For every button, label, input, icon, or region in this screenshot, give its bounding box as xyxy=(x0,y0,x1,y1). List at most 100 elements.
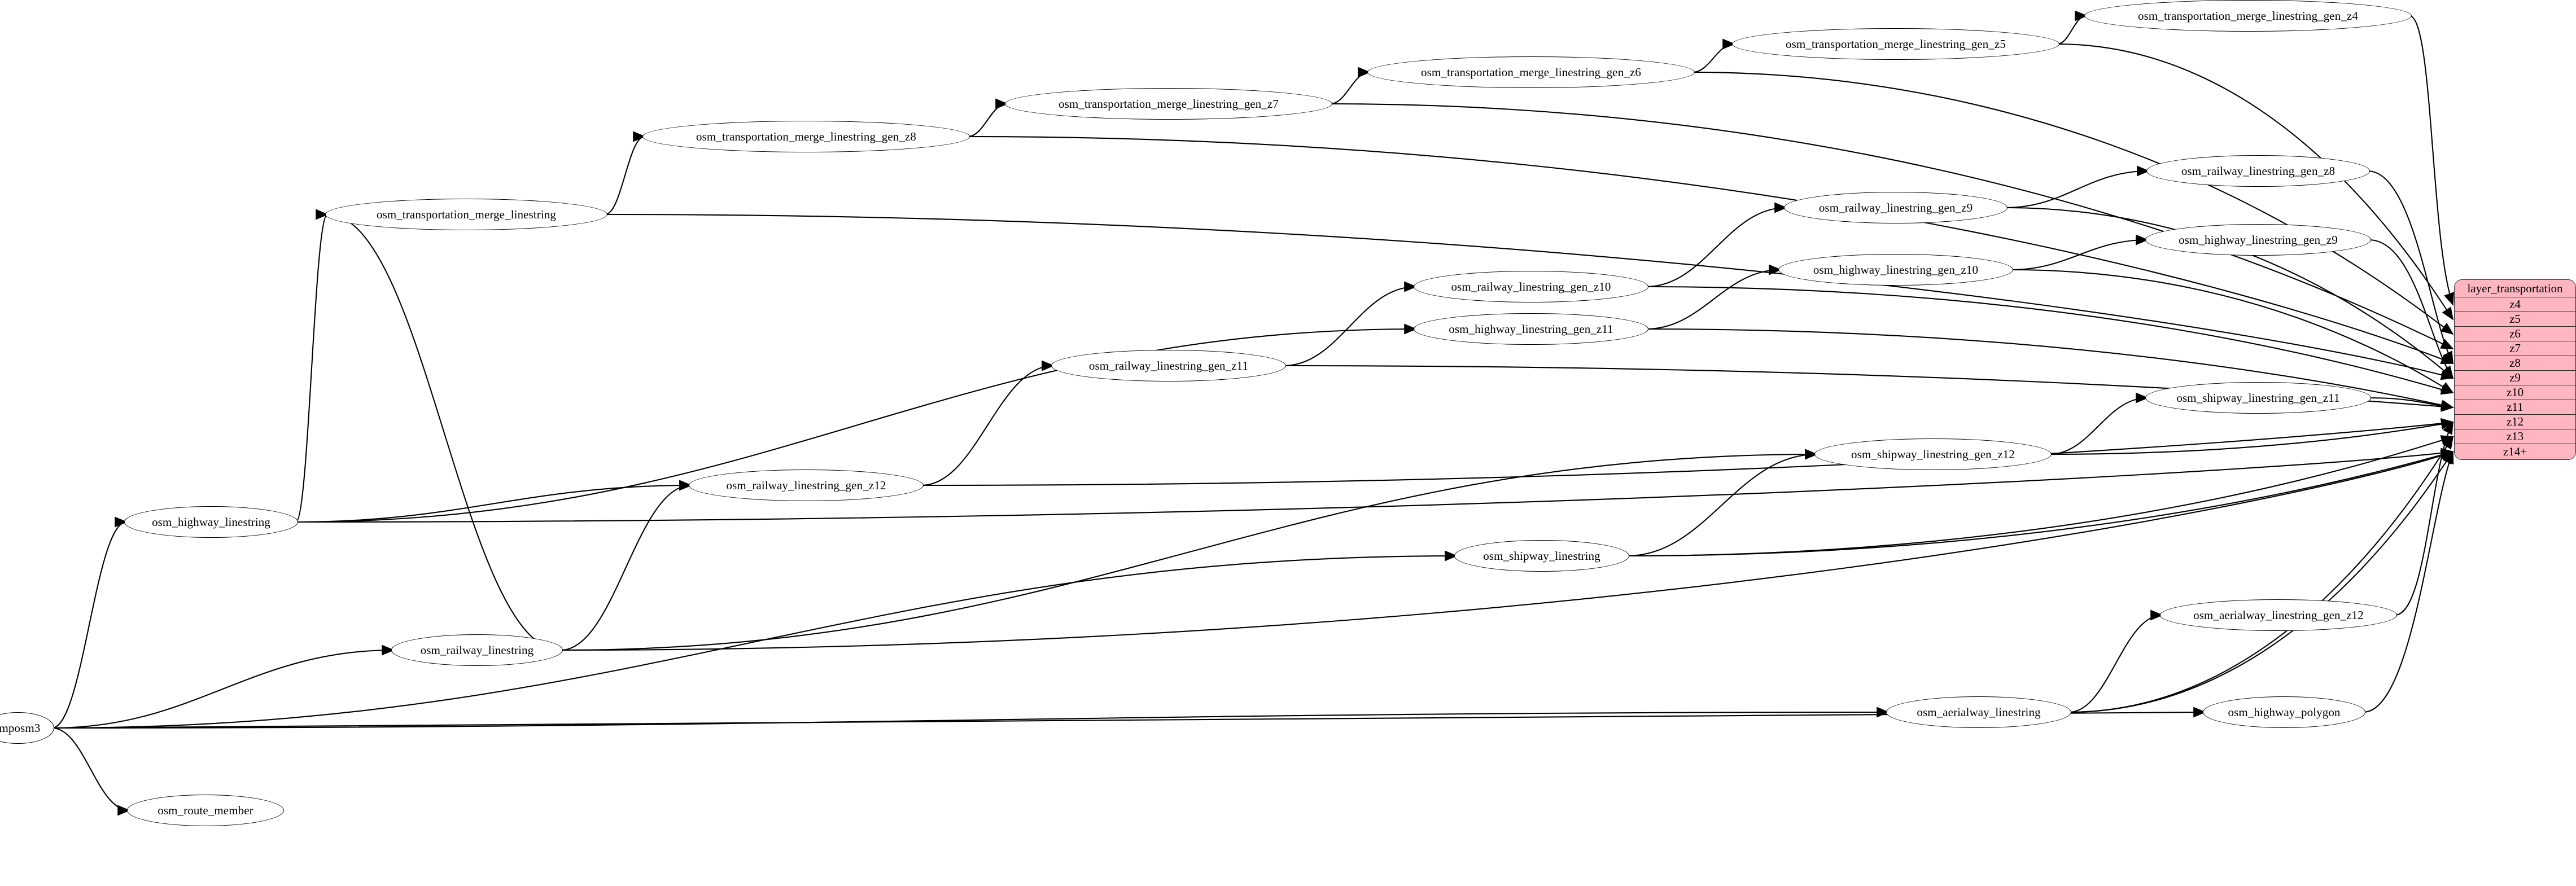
graph-edge xyxy=(2409,15,2454,306)
record-row-z9[interactable]: z9 xyxy=(2455,371,2575,385)
graph-node-label: osm_railway_linestring xyxy=(420,643,534,657)
graph-node-label: osm_transportation_merge_linestring_gen_… xyxy=(696,129,916,143)
record-row-z12[interactable]: z12 xyxy=(2455,415,2575,429)
graph-edge xyxy=(51,727,130,816)
graph-edge xyxy=(295,480,692,523)
record-row-z11[interactable]: z11 xyxy=(2455,400,2575,415)
graph-node-osm_railway_linestring_gen_z8[interactable]: osm_railway_linestring_gen_z8 xyxy=(2146,155,2370,187)
graph-node-osm_highway_linestring[interactable]: osm_highway_linestring xyxy=(124,506,298,538)
graph-node-label: osm_highway_linestring_gen_z10 xyxy=(1813,262,1979,277)
graph-edge xyxy=(2005,165,2150,209)
graph-node-label: osm_highway_polygon xyxy=(2228,705,2341,719)
graph-edge xyxy=(2068,609,2163,713)
graph-node-osm_transportation_merge_linestring_gen_z5[interactable]: osm_transportation_merge_linestring_gen_… xyxy=(1732,28,2059,60)
graph-node-osm_transportation_merge_linestring_gen_z4[interactable]: osm_transportation_merge_linestring_gen_… xyxy=(2084,0,2412,32)
graph-node-label: osm_aerialway_linestring_gen_z12 xyxy=(2193,608,2364,622)
graph-node-label: osm_shipway_linestring xyxy=(1483,549,1600,563)
graph-edge xyxy=(2010,269,2454,393)
graph-node-osm_route_member[interactable]: osm_route_member xyxy=(127,795,284,826)
graph-node-label: osm_railway_linestring_gen_z8 xyxy=(2181,164,2336,178)
graph-edge xyxy=(921,360,1055,486)
graph-node-label: osm_railway_linestring_gen_z12 xyxy=(726,478,886,492)
graph-node-label: osm_railway_linestring_gen_z9 xyxy=(1818,200,1973,214)
record-row-z5[interactable]: z5 xyxy=(2455,312,2575,327)
graph-node-osm_transportation_merge_linestring_gen_z8[interactable]: osm_transportation_merge_linestring_gen_… xyxy=(642,121,970,152)
graph-node-osm_railway_linestring_gen_z12[interactable]: osm_railway_linestring_gen_z12 xyxy=(689,470,924,501)
graph-edge xyxy=(2068,450,2454,713)
graph-edge xyxy=(560,480,692,651)
graph-node-osm_shipway_linestring[interactable]: osm_shipway_linestring xyxy=(1454,540,1629,572)
graph-node-imposm3[interactable]: imposm3 xyxy=(0,712,54,744)
graph-node-label: osm_highway_linestring_gen_z11 xyxy=(1449,322,1613,336)
record-row-label: z14+ xyxy=(2503,445,2527,458)
record-row-label: z11 xyxy=(2507,400,2523,414)
graph-edge xyxy=(1626,449,2454,557)
record-row-z14[interactable]: z14+ xyxy=(2455,444,2575,459)
graph-edge xyxy=(51,707,1890,729)
graph-node-label: osm_transportation_merge_linestring_gen_… xyxy=(1786,37,2006,51)
graph-node-label: osm_transportation_merge_linestring_gen_… xyxy=(1059,97,1279,111)
graph-edge xyxy=(2367,170,2453,365)
layer-transportation-table[interactable]: layer_transportation z4 z5 z6 z7 z8 z9 z10 z11 z1… xyxy=(2454,279,2576,460)
record-row-label: z13 xyxy=(2506,429,2524,443)
graph-node-osm_highway_linestring_gen_z11[interactable]: osm_highway_linestring_gen_z11 xyxy=(1414,313,1648,345)
graph-node-osm_highway_polygon[interactable]: osm_highway_polygon xyxy=(2203,696,2365,728)
record-row-label: z12 xyxy=(2506,415,2524,428)
graph-edge xyxy=(2368,397,2454,412)
graph-node-osm_aerialway_linestring_gen_z12[interactable]: osm_aerialway_linestring_gen_z12 xyxy=(2160,599,2397,631)
record-row-label: z6 xyxy=(2509,327,2521,340)
graph-edge xyxy=(2068,436,2454,713)
graph-edge xyxy=(51,516,128,729)
graph-edge xyxy=(921,418,2454,486)
graph-node-osm_highway_linestring_gen_z10[interactable]: osm_highway_linestring_gen_z10 xyxy=(1778,254,2013,286)
graph-node-osm_railway_linestring_gen_z10[interactable]: osm_railway_linestring_gen_z10 xyxy=(1414,271,1648,302)
graph-node-osm_shipway_linestring_gen_z12[interactable]: osm_shipway_linestring_gen_z12 xyxy=(1814,438,2052,470)
graph-node-osm_railway_linestring[interactable]: osm_railway_linestring xyxy=(391,634,563,666)
graph-node-osm_railway_linestring_gen_z11[interactable]: osm_railway_linestring_gen_z11 xyxy=(1051,350,1286,381)
record-row-label: z9 xyxy=(2509,371,2521,384)
graph-edge xyxy=(2049,392,2149,455)
record-row-z10[interactable]: z10 xyxy=(2455,385,2575,400)
graph-node-label: osm_route_member xyxy=(158,803,253,817)
graph-node-osm_transportation_merge_linestring_gen_z6[interactable]: osm_transportation_merge_linestring_gen_… xyxy=(1367,56,1695,88)
graph-edge xyxy=(1626,449,1818,557)
graph-node-label: osm_railway_linestring_gen_z10 xyxy=(1451,279,1611,293)
graph-node-osm_shipway_linestring_gen_z11[interactable]: osm_shipway_linestring_gen_z11 xyxy=(2145,382,2371,414)
graph-edge xyxy=(2057,10,2088,45)
graph-node-osm_transportation_merge_linestring_gen_z7[interactable]: osm_transportation_merge_linestring_gen_… xyxy=(1005,88,1332,120)
graph-edge xyxy=(1692,38,1735,73)
graph-edge xyxy=(295,448,2454,523)
graph-node-label: osm_transportation_merge_linestring_gen_… xyxy=(1421,65,1641,79)
graph-node-label: osm_transportation_merge_linestring xyxy=(376,207,557,221)
graph-node-osm_highway_linestring_gen_z9[interactable]: osm_highway_linestring_gen_z9 xyxy=(2145,224,2371,256)
graph-edge xyxy=(2363,450,2454,713)
graph-node-label: imposm3 xyxy=(0,721,41,735)
graph-edge xyxy=(51,707,2206,729)
graph-edge xyxy=(51,644,395,729)
record-row-label: z8 xyxy=(2509,356,2521,370)
record-row-z8[interactable]: z8 xyxy=(2455,356,2575,371)
graph-edge xyxy=(2049,419,2454,455)
graph-edge xyxy=(51,550,1458,729)
graph-edge xyxy=(1646,202,1787,288)
graph-edge xyxy=(2010,234,2149,271)
record-row-header[interactable]: layer_transportation xyxy=(2455,280,2575,297)
graph-node-label: osm_highway_linestring xyxy=(152,515,270,529)
record-row-z13[interactable]: z13 xyxy=(2455,429,2575,444)
graph-node-osm_aerialway_linestring[interactable]: osm_aerialway_linestring xyxy=(1886,696,2071,728)
graph-edge xyxy=(1329,67,1371,105)
graph-node-osm_transportation_merge_linestring[interactable]: osm_transportation_merge_linestring xyxy=(325,199,607,230)
graph-node-label: osm_shipway_linestring_gen_z12 xyxy=(1851,447,2015,461)
record-row-z7[interactable]: z7 xyxy=(2455,341,2575,356)
graph-node-label: osm_railway_linestring_gen_z11 xyxy=(1088,358,1249,372)
record-row-z4[interactable]: z4 xyxy=(2455,297,2575,312)
graph-node-osm_railway_linestring_gen_z9[interactable]: osm_railway_linestring_gen_z9 xyxy=(1784,192,2008,223)
record-row-label: layer_transportation xyxy=(2467,281,2563,295)
graph-node-label: osm_shipway_linestring_gen_z11 xyxy=(2176,391,2340,405)
graph-edge xyxy=(295,209,329,523)
record-row-z6[interactable]: z6 xyxy=(2455,327,2575,341)
graph-node-label: osm_transportation_merge_linestring_gen_… xyxy=(2138,8,2358,23)
graph-edge xyxy=(326,209,561,651)
graph-edge xyxy=(967,98,1008,138)
